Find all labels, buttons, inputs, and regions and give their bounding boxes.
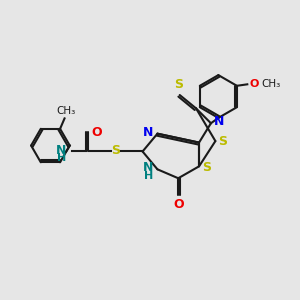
- Text: O: O: [173, 198, 184, 212]
- Text: N: N: [56, 143, 66, 157]
- Text: N: N: [143, 126, 154, 139]
- Text: S: S: [111, 144, 120, 158]
- Text: H: H: [144, 171, 154, 181]
- Text: O: O: [92, 126, 102, 139]
- Text: N: N: [214, 115, 224, 128]
- Text: O: O: [250, 79, 259, 89]
- Text: CH₃: CH₃: [262, 79, 281, 89]
- Text: H: H: [57, 153, 66, 163]
- Text: CH₃: CH₃: [56, 106, 76, 116]
- Text: S: S: [218, 135, 227, 148]
- Text: S: S: [202, 161, 211, 174]
- Text: N: N: [143, 161, 154, 174]
- Text: S: S: [174, 78, 183, 91]
